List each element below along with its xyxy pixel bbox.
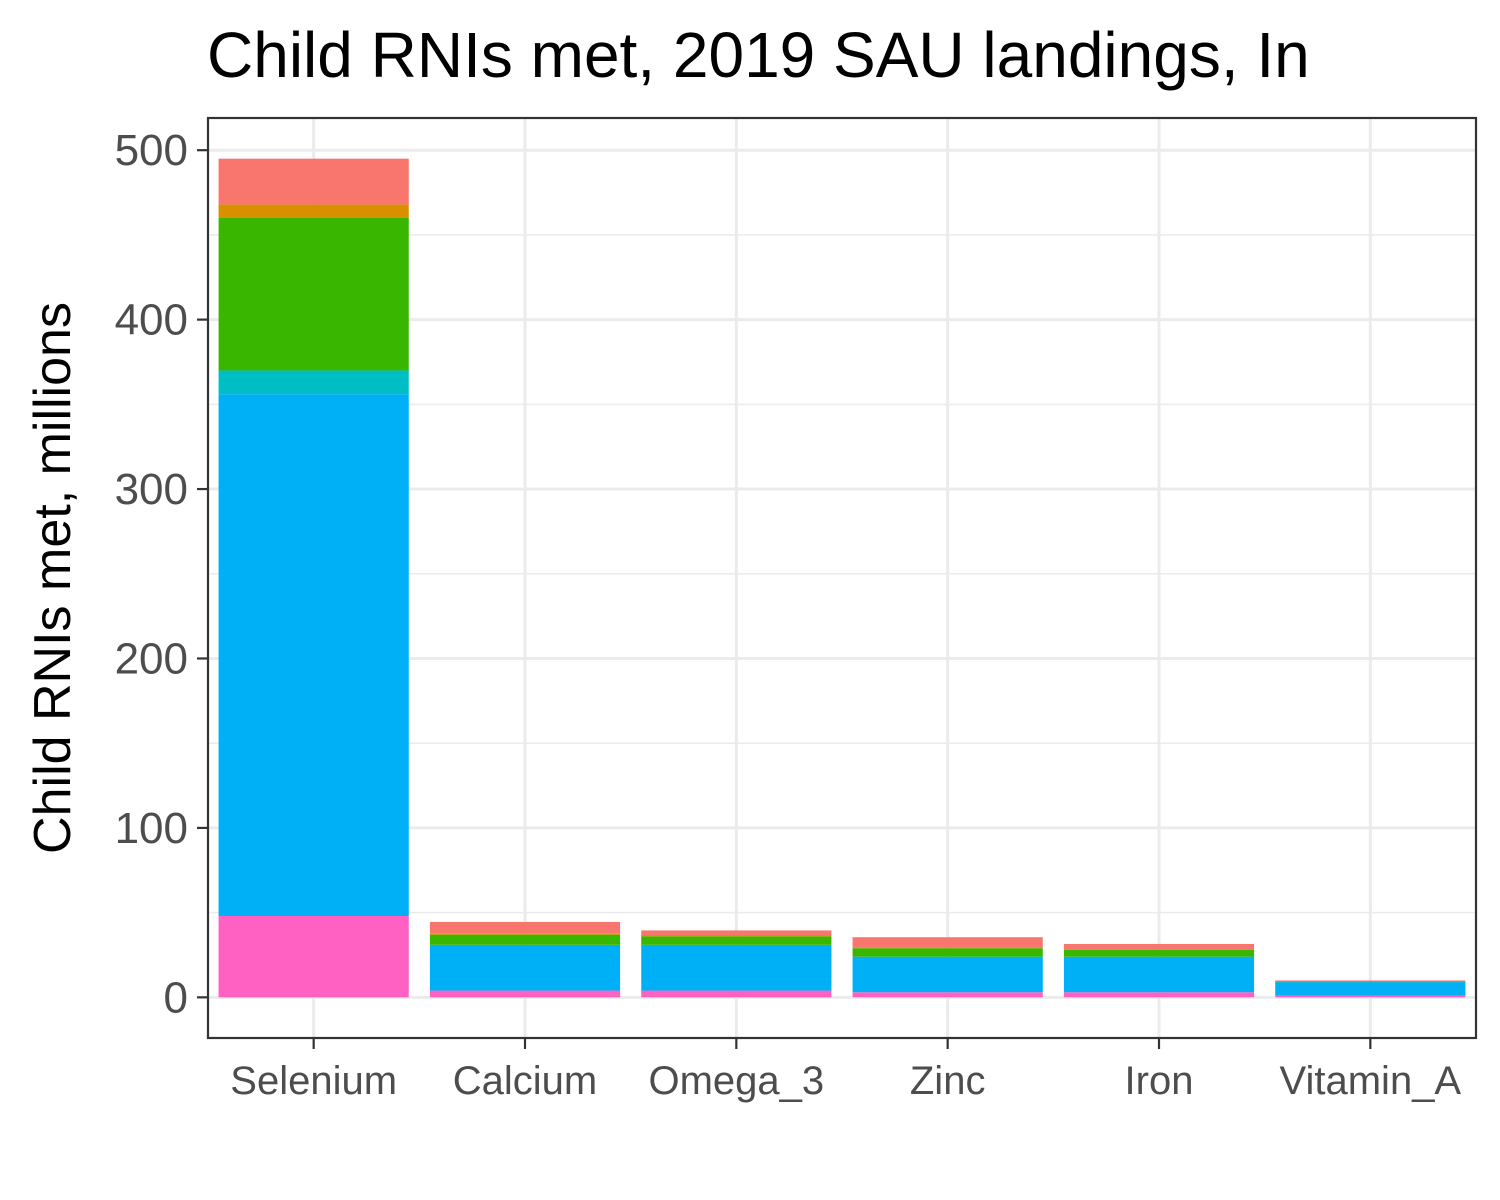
bar-segment-selenium-1 <box>218 394 409 917</box>
bar-segment-calcium-1 <box>429 944 621 991</box>
bar-segment-calcium-3 <box>429 934 621 945</box>
bar-segment-iron-1 <box>1063 956 1255 993</box>
y-tick-label: 400 <box>115 296 188 345</box>
axes: 0 100 200 300 400 500 Selenium Calcium Omega_3 Zi… <box>115 126 1462 1103</box>
bar-segment-omega_3-4 <box>641 935 832 937</box>
bar-segment-vitamin_a-1 <box>1275 982 1466 996</box>
y-tick-label: 200 <box>115 634 188 683</box>
bar-segment-vitamin_a-0 <box>1275 995 1466 998</box>
bar-segment-zinc-3 <box>852 948 1043 957</box>
y-tick-label: 500 <box>115 126 188 175</box>
bar-segment-omega_3-5 <box>641 930 832 936</box>
bar-segment-selenium-2 <box>218 370 409 395</box>
chart-title: Child RNIs met, 2019 SAU landings, In <box>207 19 1310 91</box>
bar-segment-selenium-4 <box>218 204 409 218</box>
y-tick-label: 0 <box>164 973 188 1022</box>
bar-segment-zinc-1 <box>852 956 1043 993</box>
bar-segment-omega_3-0 <box>641 990 832 998</box>
bar-segment-selenium-5 <box>218 158 409 205</box>
x-tick-label-zinc: Zinc <box>910 1059 986 1103</box>
x-tick-label-vitamin_a: Vitamin_A <box>1280 1059 1462 1103</box>
y-axis-label: Child RNIs met, millions <box>24 302 82 854</box>
plot-panel-border <box>206 116 1478 1040</box>
bar-segment-iron-0 <box>1063 992 1255 998</box>
bar-segment-zinc-0 <box>852 992 1043 998</box>
y-tick-label: 300 <box>115 465 188 514</box>
bars <box>218 158 1466 998</box>
bar-segment-omega_3-3 <box>641 936 832 945</box>
bar-segment-calcium-5 <box>429 921 621 934</box>
x-tick-label-omega_3: Omega_3 <box>648 1059 824 1103</box>
bar-segment-vitamin_a-5 <box>1275 980 1466 981</box>
bar-segment-selenium-0 <box>218 916 409 998</box>
x-tick-label-iron: Iron <box>1125 1059 1194 1103</box>
x-tick-label-selenium: Selenium <box>230 1059 397 1103</box>
bar-segment-iron-4 <box>1063 949 1255 950</box>
bar-segment-calcium-0 <box>429 990 621 998</box>
y-tick-label: 100 <box>115 804 188 853</box>
bar-segment-zinc-4 <box>852 947 1043 949</box>
bar-segment-iron-5 <box>1063 943 1255 950</box>
bar-segment-vitamin_a-3 <box>1275 981 1466 983</box>
bar-segment-zinc-5 <box>852 937 1043 948</box>
bar-segment-omega_3-1 <box>641 944 832 991</box>
x-tick-label-calcium: Calcium <box>453 1059 597 1103</box>
bar-segment-iron-3 <box>1063 949 1255 957</box>
bar-segment-calcium-4 <box>429 933 621 935</box>
bar-segment-selenium-3 <box>218 217 409 371</box>
